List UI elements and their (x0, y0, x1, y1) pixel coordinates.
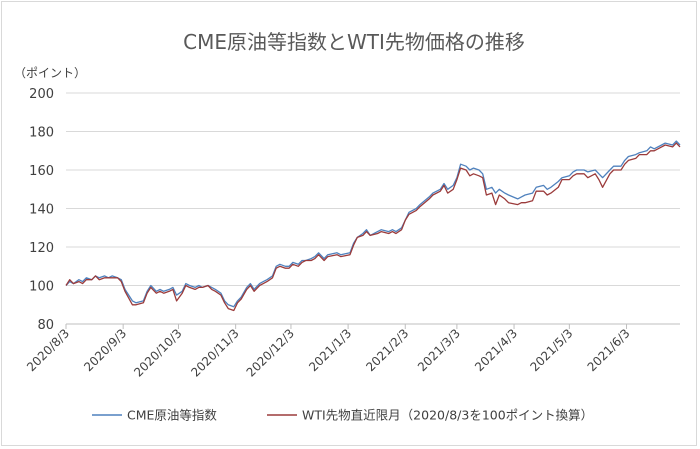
series-line-2 (65, 142, 681, 312)
y-tick-label: 160 (29, 164, 54, 179)
y-tick-label: 120 (29, 241, 54, 256)
y-tick-label: 140 (29, 203, 54, 218)
x-tick-label: 2021/1/3 (306, 326, 354, 374)
x-tick-label: 2020/12/3 (244, 326, 297, 379)
legend-label-2: WTI先物直近限月（2020/8/3を100ポイント換算） (302, 408, 593, 423)
x-tick-label: 2021/6/3 (585, 326, 633, 374)
gridlines (66, 92, 680, 325)
x-tick-label: 2020/9/3 (81, 326, 129, 374)
y-tick-label: 180 (29, 126, 54, 141)
legend: CME原油等指数 WTI先物直近限月（2020/8/3を100ポイント換算） (92, 408, 593, 423)
y-tick-label: 80 (37, 318, 54, 333)
x-axis: 2020/8/3 2020/9/3 2020/10/3 2020/11/3 2020/1… (24, 324, 633, 380)
y-axis-unit-label: （ポイント） (14, 66, 86, 80)
y-tick-label: 100 (29, 280, 54, 295)
x-tick-label: 2020/11/3 (188, 326, 241, 379)
y-tick-label: 200 (29, 87, 54, 102)
series-lines (65, 140, 681, 312)
x-tick-label: 2021/5/3 (527, 326, 575, 374)
x-tick-label: 2020/8/3 (24, 326, 72, 374)
legend-label-1: CME原油等指数 (127, 408, 217, 423)
series-line-1 (65, 140, 681, 308)
y-axis-ticks: 80 100 120 140 160 180 200 (29, 87, 54, 333)
chart-title: CME原油等指数とWTI先物価格の推移 (183, 30, 525, 54)
x-tick-label: 2020/10/3 (131, 326, 184, 379)
x-tick-label: 2021/3/3 (415, 326, 463, 374)
x-tick-label: 2021/2/3 (363, 326, 411, 374)
x-tick-label: 2021/4/3 (472, 326, 520, 374)
